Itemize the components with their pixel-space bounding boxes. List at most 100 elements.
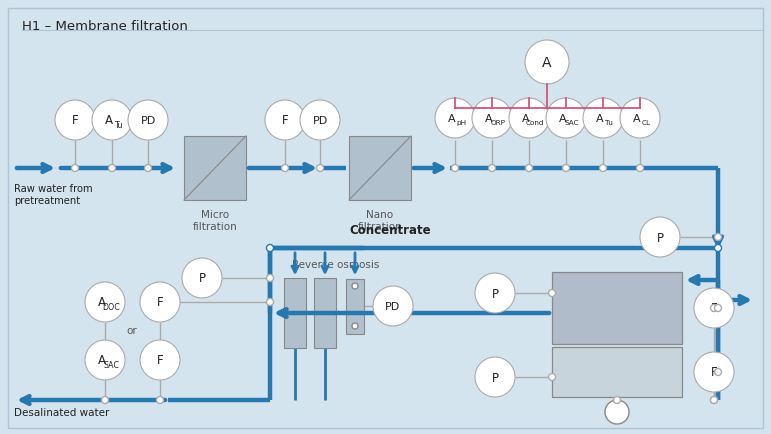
Circle shape (373, 286, 413, 326)
Text: or: or (126, 326, 137, 336)
Text: A: A (105, 115, 113, 128)
Circle shape (85, 282, 125, 322)
Bar (552, 272, 682, 344)
Circle shape (475, 357, 515, 397)
Circle shape (715, 305, 722, 312)
Circle shape (489, 164, 496, 171)
Text: P: P (198, 273, 206, 286)
Circle shape (583, 98, 623, 138)
Circle shape (614, 397, 621, 404)
Text: Desalinated water: Desalinated water (14, 408, 109, 418)
Text: Reverse osmosis: Reverse osmosis (292, 260, 379, 270)
Text: F: F (72, 115, 79, 128)
Circle shape (715, 244, 722, 251)
Text: ORP: ORP (490, 120, 506, 126)
Text: F: F (157, 355, 163, 368)
Text: F: F (711, 302, 717, 316)
Text: A: A (633, 114, 641, 124)
Text: A: A (448, 114, 456, 124)
Text: Nano
filtration: Nano filtration (358, 210, 402, 232)
Text: PD: PD (386, 302, 401, 312)
Text: Micro
filtration: Micro filtration (193, 210, 237, 232)
Circle shape (620, 98, 660, 138)
Text: A: A (542, 56, 552, 70)
Bar (349, 136, 411, 200)
Circle shape (715, 233, 722, 240)
Text: H1 – Membrane filtration: H1 – Membrane filtration (22, 20, 188, 33)
Text: P: P (656, 231, 664, 244)
Circle shape (352, 283, 358, 289)
Bar (284, 278, 306, 348)
Circle shape (300, 100, 340, 140)
Circle shape (140, 340, 180, 380)
Bar (184, 136, 246, 200)
Text: P: P (491, 287, 499, 300)
Circle shape (157, 397, 163, 404)
Circle shape (525, 40, 569, 84)
Circle shape (640, 217, 680, 257)
Circle shape (548, 289, 555, 296)
Text: F: F (711, 366, 717, 379)
Text: A: A (596, 114, 604, 124)
Circle shape (711, 397, 718, 404)
Text: SAC: SAC (564, 120, 579, 126)
Circle shape (267, 299, 274, 306)
Text: pH: pH (456, 120, 466, 126)
Text: A: A (485, 114, 493, 124)
Circle shape (509, 98, 549, 138)
Circle shape (281, 164, 288, 171)
Circle shape (715, 368, 722, 375)
Text: SAC: SAC (103, 361, 119, 369)
Text: F: F (281, 115, 288, 128)
Circle shape (55, 100, 95, 140)
Circle shape (563, 164, 570, 171)
Circle shape (548, 374, 555, 381)
Circle shape (128, 100, 168, 140)
Text: P: P (491, 372, 499, 385)
Circle shape (600, 164, 607, 171)
Circle shape (140, 282, 180, 322)
Text: Raw water from
pretreatment: Raw water from pretreatment (14, 184, 93, 206)
Circle shape (267, 244, 274, 251)
Circle shape (475, 273, 515, 313)
Text: Tu: Tu (114, 121, 123, 129)
Circle shape (637, 164, 644, 171)
Circle shape (109, 164, 116, 171)
Text: CL: CL (641, 120, 651, 126)
Text: A: A (522, 114, 530, 124)
Text: PD: PD (140, 116, 156, 126)
Circle shape (92, 100, 132, 140)
Text: A: A (559, 114, 567, 124)
Bar (346, 279, 364, 333)
Circle shape (317, 164, 324, 171)
Circle shape (694, 352, 734, 392)
Circle shape (711, 305, 718, 312)
Circle shape (267, 274, 274, 282)
Text: PD: PD (312, 116, 328, 126)
Text: Cond: Cond (526, 120, 544, 126)
Circle shape (435, 98, 475, 138)
Circle shape (452, 164, 459, 171)
Bar (552, 347, 682, 397)
Circle shape (694, 288, 734, 328)
Bar (314, 278, 336, 348)
Circle shape (352, 323, 358, 329)
Circle shape (72, 164, 79, 171)
Text: Energy
recovery: Energy recovery (591, 296, 643, 324)
Text: Tu: Tu (605, 120, 613, 126)
Text: Concentrate: Concentrate (349, 224, 431, 237)
Circle shape (102, 397, 109, 404)
Circle shape (472, 98, 512, 138)
Circle shape (546, 98, 586, 138)
Circle shape (182, 258, 222, 298)
Circle shape (711, 397, 718, 404)
Circle shape (526, 164, 533, 171)
Text: Pressure
boost: Pressure boost (592, 360, 642, 388)
Circle shape (265, 100, 305, 140)
Text: A: A (98, 355, 106, 368)
Circle shape (605, 400, 629, 424)
Circle shape (85, 340, 125, 380)
Text: A: A (98, 296, 106, 309)
Circle shape (144, 164, 151, 171)
Text: F: F (157, 296, 163, 309)
